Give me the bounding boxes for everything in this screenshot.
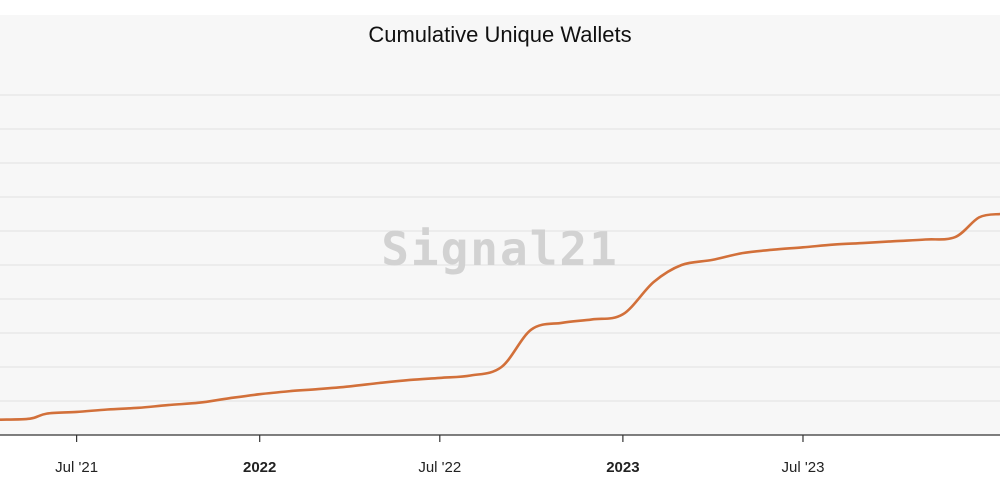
- x-tick-label-3: Jul '22: [418, 459, 461, 476]
- series-layer: [0, 212, 1000, 421]
- x-axis-ticks: Jul '21 2022 Jul '22 2023 Jul '23: [55, 435, 824, 476]
- chart-title: Cumulative Unique Wallets: [368, 22, 631, 47]
- plot-panel: [0, 15, 1000, 435]
- x-tick-label-1: Jul '21: [55, 459, 98, 476]
- series-line-1: [0, 212, 1000, 421]
- x-tick-label-4: 2023: [606, 459, 639, 476]
- x-tick-label-2: 2022: [243, 459, 276, 476]
- x-tick-label-5: Jul '23: [782, 459, 825, 476]
- watermark: Signal21: [381, 222, 619, 276]
